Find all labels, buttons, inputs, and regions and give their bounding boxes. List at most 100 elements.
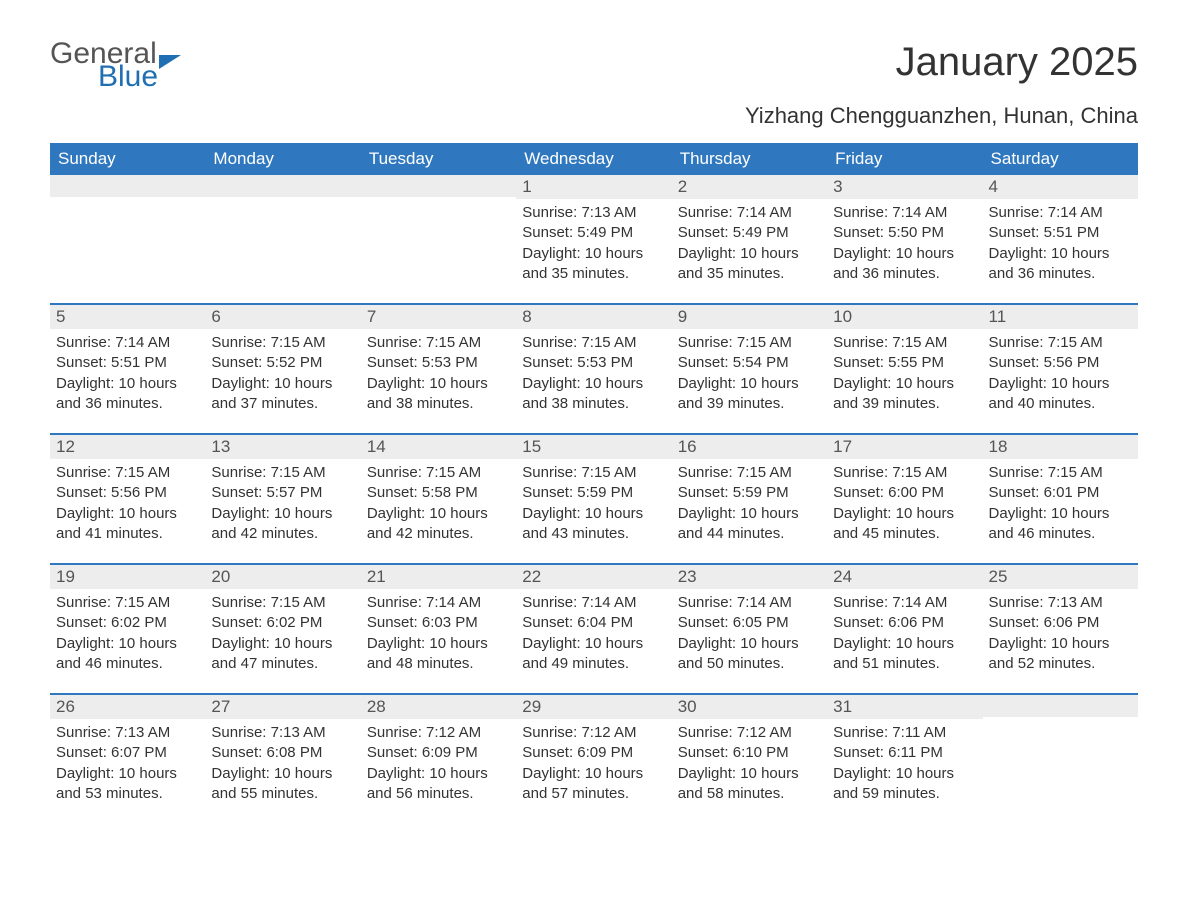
daylight-line: Daylight: 10 hours and 38 minutes.: [522, 374, 665, 415]
sunrise-line: Sunrise: 7:15 AM: [522, 333, 665, 353]
day-number: 10: [827, 303, 982, 329]
calendar-cell: 8Sunrise: 7:15 AMSunset: 5:53 PMDaylight…: [516, 303, 671, 433]
day-details: Sunrise: 7:15 AMSunset: 5:53 PMDaylight:…: [361, 329, 516, 426]
sunrise-line: Sunrise: 7:13 AM: [56, 723, 199, 743]
sunrise-line: Sunrise: 7:12 AM: [367, 723, 510, 743]
daylight-line: Daylight: 10 hours and 36 minutes.: [833, 244, 976, 285]
daylight-line: Daylight: 10 hours and 42 minutes.: [211, 504, 354, 545]
day-details: Sunrise: 7:12 AMSunset: 6:10 PMDaylight:…: [672, 719, 827, 816]
day-number: 27: [205, 693, 360, 719]
weekday-header: Wednesday: [516, 144, 671, 173]
sunrise-line: Sunrise: 7:14 AM: [678, 593, 821, 613]
sunset-line: Sunset: 5:51 PM: [989, 223, 1132, 243]
sunrise-line: Sunrise: 7:15 AM: [678, 333, 821, 353]
calendar-cell: 11Sunrise: 7:15 AMSunset: 5:56 PMDayligh…: [983, 303, 1138, 433]
sunrise-line: Sunrise: 7:15 AM: [367, 333, 510, 353]
day-number: 9: [672, 303, 827, 329]
empty-day-bar: [983, 693, 1138, 717]
sunset-line: Sunset: 6:09 PM: [367, 743, 510, 763]
daylight-line: Daylight: 10 hours and 56 minutes.: [367, 764, 510, 805]
daylight-line: Daylight: 10 hours and 57 minutes.: [522, 764, 665, 805]
day-details: Sunrise: 7:15 AMSunset: 5:56 PMDaylight:…: [983, 329, 1138, 426]
sunset-line: Sunset: 5:53 PM: [522, 353, 665, 373]
sunrise-line: Sunrise: 7:15 AM: [833, 463, 976, 483]
weekday-header-row: SundayMondayTuesdayWednesdayThursdayFrid…: [50, 144, 1138, 173]
sunset-line: Sunset: 5:57 PM: [211, 483, 354, 503]
calendar-cell: 6Sunrise: 7:15 AMSunset: 5:52 PMDaylight…: [205, 303, 360, 433]
daylight-line: Daylight: 10 hours and 53 minutes.: [56, 764, 199, 805]
daylight-line: Daylight: 10 hours and 44 minutes.: [678, 504, 821, 545]
sunset-line: Sunset: 6:06 PM: [989, 613, 1132, 633]
daylight-line: Daylight: 10 hours and 49 minutes.: [522, 634, 665, 675]
sunset-line: Sunset: 6:05 PM: [678, 613, 821, 633]
calendar-cell: 1Sunrise: 7:13 AMSunset: 5:49 PMDaylight…: [516, 173, 671, 303]
calendar-cell: [50, 173, 205, 303]
sunset-line: Sunset: 6:00 PM: [833, 483, 976, 503]
calendar-cell: 14Sunrise: 7:15 AMSunset: 5:58 PMDayligh…: [361, 433, 516, 563]
daylight-line: Daylight: 10 hours and 46 minutes.: [989, 504, 1132, 545]
sunset-line: Sunset: 5:50 PM: [833, 223, 976, 243]
calendar-cell: 20Sunrise: 7:15 AMSunset: 6:02 PMDayligh…: [205, 563, 360, 693]
calendar-cell: 31Sunrise: 7:11 AMSunset: 6:11 PMDayligh…: [827, 693, 982, 823]
sunrise-line: Sunrise: 7:15 AM: [522, 463, 665, 483]
day-details: Sunrise: 7:15 AMSunset: 5:54 PMDaylight:…: [672, 329, 827, 426]
day-details: Sunrise: 7:13 AMSunset: 6:07 PMDaylight:…: [50, 719, 205, 816]
calendar-row: 19Sunrise: 7:15 AMSunset: 6:02 PMDayligh…: [50, 563, 1138, 693]
calendar-cell: 16Sunrise: 7:15 AMSunset: 5:59 PMDayligh…: [672, 433, 827, 563]
daylight-line: Daylight: 10 hours and 43 minutes.: [522, 504, 665, 545]
day-number: 17: [827, 433, 982, 459]
calendar-cell: 25Sunrise: 7:13 AMSunset: 6:06 PMDayligh…: [983, 563, 1138, 693]
sunrise-line: Sunrise: 7:14 AM: [989, 203, 1132, 223]
day-number: 20: [205, 563, 360, 589]
day-number: 29: [516, 693, 671, 719]
calendar-row: 1Sunrise: 7:13 AMSunset: 5:49 PMDaylight…: [50, 173, 1138, 303]
calendar-row: 5Sunrise: 7:14 AMSunset: 5:51 PMDaylight…: [50, 303, 1138, 433]
calendar-cell: 24Sunrise: 7:14 AMSunset: 6:06 PMDayligh…: [827, 563, 982, 693]
calendar-cell: 10Sunrise: 7:15 AMSunset: 5:55 PMDayligh…: [827, 303, 982, 433]
day-number: 5: [50, 303, 205, 329]
sunrise-line: Sunrise: 7:13 AM: [989, 593, 1132, 613]
sunset-line: Sunset: 5:55 PM: [833, 353, 976, 373]
calendar-row: 12Sunrise: 7:15 AMSunset: 5:56 PMDayligh…: [50, 433, 1138, 563]
empty-day-bar: [361, 173, 516, 197]
sunset-line: Sunset: 6:02 PM: [211, 613, 354, 633]
sunset-line: Sunset: 6:01 PM: [989, 483, 1132, 503]
day-number: 18: [983, 433, 1138, 459]
sunrise-line: Sunrise: 7:15 AM: [211, 333, 354, 353]
day-number: 4: [983, 173, 1138, 199]
day-details: Sunrise: 7:14 AMSunset: 6:05 PMDaylight:…: [672, 589, 827, 686]
sunset-line: Sunset: 5:58 PM: [367, 483, 510, 503]
weekday-header: Friday: [827, 144, 982, 173]
daylight-line: Daylight: 10 hours and 41 minutes.: [56, 504, 199, 545]
day-number: 3: [827, 173, 982, 199]
day-details: Sunrise: 7:15 AMSunset: 6:02 PMDaylight:…: [50, 589, 205, 686]
calendar-cell: 28Sunrise: 7:12 AMSunset: 6:09 PMDayligh…: [361, 693, 516, 823]
day-number: 2: [672, 173, 827, 199]
sunrise-line: Sunrise: 7:15 AM: [211, 463, 354, 483]
weekday-header: Sunday: [50, 144, 205, 173]
day-details: Sunrise: 7:15 AMSunset: 5:59 PMDaylight:…: [516, 459, 671, 556]
day-details: Sunrise: 7:14 AMSunset: 6:03 PMDaylight:…: [361, 589, 516, 686]
day-details: Sunrise: 7:15 AMSunset: 5:58 PMDaylight:…: [361, 459, 516, 556]
calendar-cell: 26Sunrise: 7:13 AMSunset: 6:07 PMDayligh…: [50, 693, 205, 823]
sunrise-line: Sunrise: 7:13 AM: [522, 203, 665, 223]
calendar-cell: 17Sunrise: 7:15 AMSunset: 6:00 PMDayligh…: [827, 433, 982, 563]
day-number: 13: [205, 433, 360, 459]
empty-day-bar: [50, 173, 205, 197]
day-number: 6: [205, 303, 360, 329]
sunset-line: Sunset: 5:53 PM: [367, 353, 510, 373]
sunset-line: Sunset: 6:07 PM: [56, 743, 199, 763]
sunrise-line: Sunrise: 7:12 AM: [522, 723, 665, 743]
day-number: 15: [516, 433, 671, 459]
day-number: 19: [50, 563, 205, 589]
daylight-line: Daylight: 10 hours and 35 minutes.: [678, 244, 821, 285]
day-details: Sunrise: 7:15 AMSunset: 5:59 PMDaylight:…: [672, 459, 827, 556]
sunset-line: Sunset: 6:10 PM: [678, 743, 821, 763]
sunset-line: Sunset: 6:04 PM: [522, 613, 665, 633]
calendar-cell: 7Sunrise: 7:15 AMSunset: 5:53 PMDaylight…: [361, 303, 516, 433]
daylight-line: Daylight: 10 hours and 50 minutes.: [678, 634, 821, 675]
calendar-cell: 2Sunrise: 7:14 AMSunset: 5:49 PMDaylight…: [672, 173, 827, 303]
calendar-cell: 13 Sunrise: 7:15 AMSunset: 5:57 PMDayligh…: [205, 433, 360, 563]
day-number: 24: [827, 563, 982, 589]
empty-day-bar: [205, 173, 360, 197]
